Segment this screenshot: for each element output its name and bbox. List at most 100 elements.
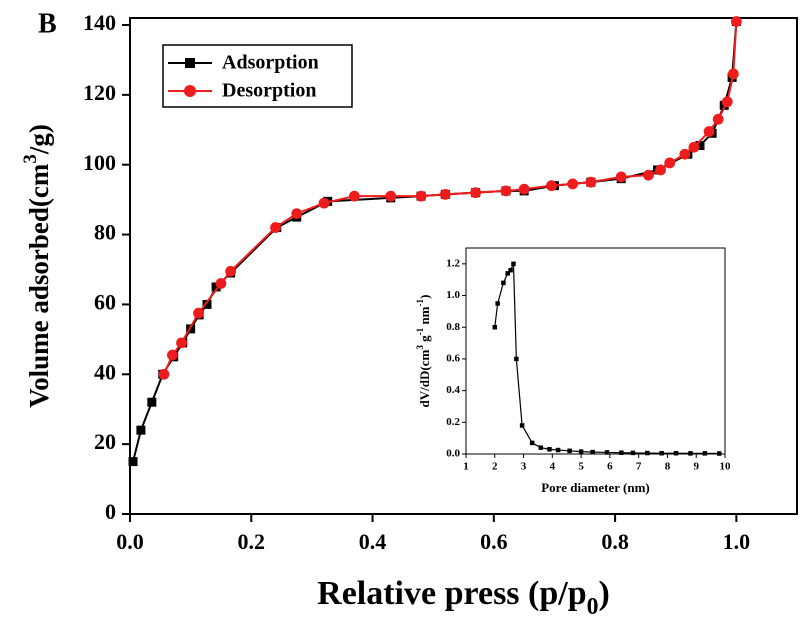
marker	[136, 425, 146, 435]
marker	[215, 278, 227, 289]
marker	[688, 451, 693, 456]
marker	[673, 450, 679, 456]
legend-marker	[184, 85, 196, 97]
y-axis-label-part: -1	[415, 298, 425, 306]
marker	[590, 449, 595, 455]
marker	[721, 96, 733, 108]
y-axis-label-part: dV/dD(cm	[417, 349, 432, 407]
x-tick-label: 3	[521, 461, 527, 473]
y-axis-label-part: /g)	[24, 124, 54, 155]
x-axis-label: Pore diameter (nm)	[541, 480, 650, 495]
y-axis-label-part: g	[417, 335, 432, 345]
marker	[716, 451, 722, 456]
marker	[615, 171, 627, 183]
marker	[508, 267, 513, 273]
y-tick-label: 0	[105, 499, 116, 524]
marker	[158, 368, 170, 380]
y-tick-label: 0.0	[446, 448, 460, 460]
x-tick-label: 2	[492, 461, 498, 473]
y-tick-label: 20	[94, 429, 116, 454]
y-axis-label-part: )	[417, 295, 432, 299]
marker	[712, 113, 724, 125]
marker	[495, 301, 500, 306]
x-tick-label: 0.4	[359, 529, 387, 554]
marker	[643, 169, 654, 181]
x-axis-label-part: )	[599, 575, 610, 612]
y-axis-label-part: 3	[20, 154, 41, 163]
x-tick-label: 0.6	[480, 529, 508, 554]
y-tick-label: 0.6	[446, 352, 460, 364]
marker	[211, 282, 221, 292]
panel-label: B	[38, 8, 57, 39]
marker	[604, 450, 610, 455]
marker	[505, 271, 510, 276]
y-tick-label: 0.4	[446, 384, 460, 396]
x-axis-label: Relative press (p/p0)	[317, 575, 610, 621]
x-axis-label-part: Relative press (p/p	[317, 575, 586, 612]
y-tick-label: 1.2	[446, 257, 460, 269]
marker	[176, 337, 187, 349]
plot-frame	[465, 247, 726, 455]
marker	[730, 16, 742, 27]
marker	[664, 157, 676, 169]
x-tick-label: 1	[463, 461, 469, 473]
marker	[645, 450, 650, 456]
marker	[555, 447, 561, 453]
marker	[547, 446, 552, 452]
y-tick-label: 0.2	[446, 416, 460, 428]
marker	[128, 457, 138, 467]
marker	[291, 208, 303, 220]
marker	[659, 450, 664, 456]
x-tick-label: 6	[607, 461, 613, 473]
marker	[688, 141, 700, 153]
x-tick-label: 8	[665, 461, 671, 473]
marker	[529, 440, 535, 446]
x-tick-label: 9	[693, 461, 699, 473]
marker	[619, 450, 624, 455]
marker	[519, 423, 525, 428]
marker	[270, 222, 281, 233]
y-tick-label: 0.8	[446, 321, 460, 333]
marker	[348, 190, 360, 202]
legend-label: Desorption	[222, 80, 316, 102]
marker	[679, 148, 691, 160]
marker	[439, 188, 451, 200]
x-axis-label-part: Pore diameter (nm)	[541, 480, 650, 495]
marker	[727, 68, 739, 80]
y-axis-label-part: Volume adsorbed(cm	[24, 163, 54, 408]
y-tick-label: 100	[83, 150, 116, 175]
marker	[318, 197, 330, 209]
marker	[567, 178, 579, 190]
legend-box	[162, 44, 353, 108]
y-tick-label: 40	[94, 359, 116, 384]
marker	[501, 280, 506, 286]
marker	[511, 261, 516, 267]
x-tick-label: 0.2	[238, 529, 266, 554]
marker	[415, 190, 427, 202]
y-axis-label-part: 3	[415, 345, 425, 350]
y-tick-label: 60	[94, 289, 116, 314]
marker	[147, 397, 157, 407]
marker	[546, 180, 557, 192]
marker	[695, 140, 705, 150]
y-tick-label: 140	[83, 10, 116, 35]
marker	[518, 183, 530, 195]
legend-label: Adsorption	[222, 52, 319, 74]
y-axis-label-part: -1	[415, 327, 425, 335]
marker	[655, 164, 666, 176]
marker	[385, 190, 397, 202]
y-axis-label: Volume adsorbed(cm3/g)	[20, 124, 54, 408]
x-tick-label: 10	[720, 461, 732, 473]
marker	[703, 126, 715, 137]
marker	[202, 299, 212, 309]
marker	[567, 448, 572, 454]
marker	[167, 349, 178, 361]
marker	[702, 451, 708, 456]
x-tick-label: 4	[550, 461, 556, 473]
x-tick-label: 1.0	[723, 529, 751, 554]
marker	[585, 176, 597, 188]
x-tick-label: 0.0	[116, 529, 144, 554]
x-axis-label-part: 0	[587, 594, 599, 620]
marker	[470, 187, 482, 199]
